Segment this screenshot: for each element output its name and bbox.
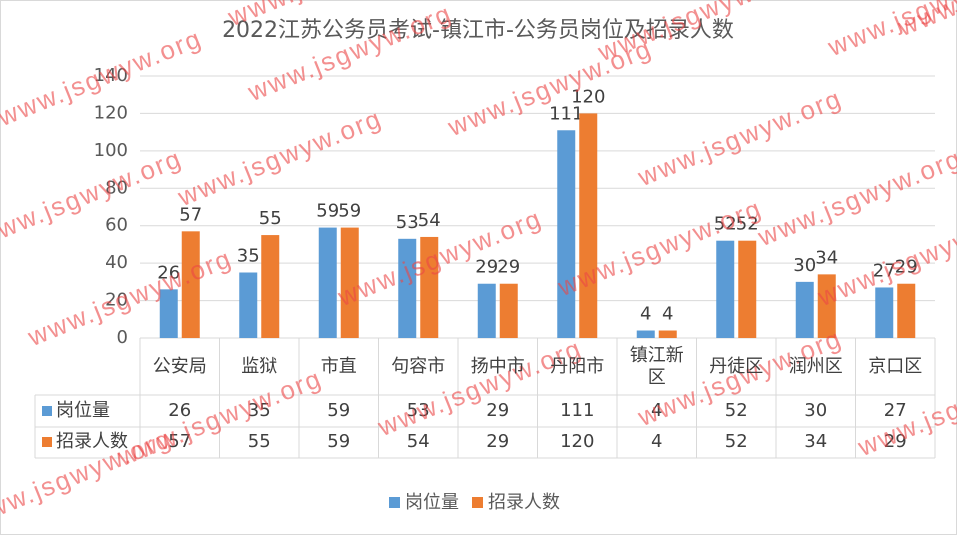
bar <box>181 231 200 338</box>
table-cell: 57 <box>168 431 191 452</box>
data-label: 29 <box>475 257 498 278</box>
data-label: 59 <box>316 201 339 222</box>
table-cell: 52 <box>725 400 748 421</box>
bar <box>897 283 916 338</box>
data-label: 53 <box>396 212 419 233</box>
bar <box>579 113 598 338</box>
bar <box>817 274 836 338</box>
data-label: 59 <box>338 201 361 222</box>
x-tick-label: 市直 <box>320 356 357 377</box>
bar <box>557 130 576 338</box>
legend-key <box>389 497 400 508</box>
data-label: 120 <box>571 86 605 107</box>
table-cell: 53 <box>407 400 430 421</box>
table-cell: 29 <box>486 431 509 452</box>
x-tick-label: 镇江新区 <box>629 345 684 388</box>
bar <box>795 281 814 338</box>
bar <box>340 227 359 338</box>
chart-title: 2022江苏公务员考试-镇江市-公务员岗位及招录人数 <box>222 18 734 43</box>
data-label: 4 <box>640 304 651 325</box>
table-cell: 27 <box>884 400 907 421</box>
table-cell: 52 <box>725 431 748 452</box>
table-cell: 34 <box>804 431 827 452</box>
data-label: 34 <box>815 247 838 268</box>
data-label: 111 <box>549 103 583 124</box>
y-tick-label: 40 <box>105 252 128 273</box>
y-tick-label: 80 <box>105 177 128 198</box>
table-cell: 4 <box>651 431 662 452</box>
table-row-label: 招录人数 <box>56 431 128 452</box>
bar <box>716 240 735 338</box>
data-label: 29 <box>895 257 918 278</box>
y-tick-label: 120 <box>94 102 128 123</box>
bar <box>658 330 677 338</box>
table-cell: 26 <box>168 400 191 421</box>
y-tick-label: 140 <box>94 65 128 86</box>
data-label: 52 <box>714 214 737 235</box>
bar <box>239 272 258 338</box>
data-label: 55 <box>259 208 282 229</box>
data-label: 26 <box>157 262 180 283</box>
data-label: 35 <box>237 246 260 267</box>
table-cell: 59 <box>327 400 350 421</box>
x-tick-label: 句容市 <box>391 356 446 377</box>
table-key <box>42 437 52 447</box>
x-tick-label: 润州区 <box>788 356 843 377</box>
table-cell: 30 <box>804 400 827 421</box>
table-cell: 59 <box>327 431 350 452</box>
table-cell: 35 <box>248 400 271 421</box>
data-label: 54 <box>418 210 441 231</box>
bar <box>261 235 280 338</box>
table-cell: 4 <box>651 400 662 421</box>
table-cell: 54 <box>407 431 430 452</box>
bar <box>420 236 439 338</box>
x-tick-label: 监狱 <box>241 356 278 377</box>
bar <box>875 287 894 338</box>
bar <box>318 227 337 338</box>
data-label: 57 <box>179 204 202 225</box>
table-cell: 55 <box>248 431 271 452</box>
x-tick-label: 丹徒区 <box>709 356 764 377</box>
bar <box>636 330 655 338</box>
bar <box>477 283 496 338</box>
table-row-label: 岗位量 <box>56 400 110 421</box>
y-tick-label: 20 <box>105 290 128 311</box>
legend-label: 岗位量 <box>405 492 459 513</box>
legend-key <box>472 497 483 508</box>
x-tick-label: 公安局 <box>152 356 207 377</box>
bar <box>738 240 757 338</box>
table-cell: 29 <box>486 400 509 421</box>
data-label: 30 <box>793 255 816 276</box>
x-tick-label: 扬中市 <box>470 356 525 377</box>
legend-label: 招录人数 <box>488 492 560 513</box>
table-key <box>42 406 52 416</box>
y-tick-label: 0 <box>117 327 128 348</box>
x-tick-label: 京口区 <box>868 356 923 377</box>
table-cell: 120 <box>560 431 594 452</box>
table-cell: 29 <box>884 431 907 452</box>
data-label: 52 <box>736 214 759 235</box>
data-label: 29 <box>497 257 520 278</box>
y-tick-label: 100 <box>94 140 128 161</box>
bar <box>159 289 178 338</box>
x-tick-label: 丹阳市 <box>550 356 605 377</box>
data-label: 4 <box>662 304 673 325</box>
data-label: 27 <box>873 260 896 281</box>
bar <box>398 238 417 338</box>
y-tick-label: 60 <box>105 215 128 236</box>
bar <box>499 283 518 338</box>
table-cell: 111 <box>560 400 594 421</box>
